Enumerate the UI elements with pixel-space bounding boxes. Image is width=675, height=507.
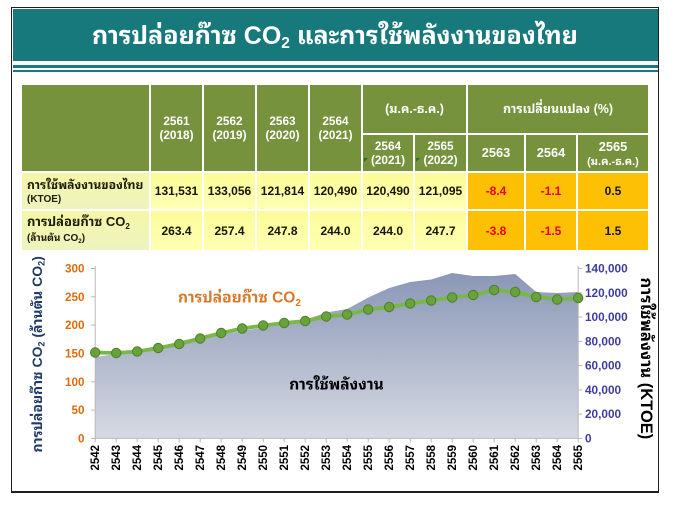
svg-text:2564: 2564	[548, 444, 566, 470]
svg-text:2546: 2546	[170, 445, 188, 471]
svg-text:การใช้พลังงาน: การใช้พลังงาน	[289, 372, 384, 396]
svg-text:2552: 2552	[296, 445, 314, 471]
svg-text:100,000: 100,000	[585, 307, 628, 326]
svg-text:2547: 2547	[191, 445, 209, 471]
svg-text:60,000: 60,000	[585, 356, 622, 375]
svg-text:150: 150	[65, 344, 85, 363]
svg-text:50: 50	[71, 400, 85, 419]
svg-text:2561: 2561	[485, 444, 503, 470]
svg-text:80,000: 80,000	[585, 331, 622, 350]
svg-text:2554: 2554	[338, 444, 356, 470]
svg-text:2542: 2542	[86, 445, 104, 471]
svg-text:2565: 2565	[569, 444, 587, 470]
svg-text:100: 100	[65, 372, 85, 391]
svg-text:250: 250	[65, 287, 85, 306]
svg-text:2551: 2551	[275, 444, 293, 470]
svg-text:การปล่อยก๊าซ CO2: การปล่อยก๊าซ CO2	[178, 285, 301, 311]
svg-text:2548: 2548	[212, 444, 230, 470]
svg-text:2544: 2544	[128, 444, 146, 470]
svg-text:2549: 2549	[233, 445, 251, 471]
svg-text:0: 0	[78, 428, 85, 447]
svg-text:20,000: 20,000	[585, 404, 622, 423]
svg-text:2550: 2550	[254, 445, 272, 471]
svg-text:2553: 2553	[317, 445, 335, 471]
svg-text:2557: 2557	[401, 445, 419, 471]
svg-text:2543: 2543	[107, 445, 125, 471]
svg-text:2558: 2558	[422, 444, 440, 470]
svg-text:2556: 2556	[380, 445, 398, 471]
svg-text:0: 0	[585, 428, 592, 447]
svg-text:2562: 2562	[506, 445, 524, 471]
svg-text:2555: 2555	[359, 444, 377, 470]
svg-text:2563: 2563	[527, 445, 545, 471]
svg-text:2560: 2560	[464, 445, 482, 471]
svg-text:300: 300	[65, 259, 85, 278]
svg-text:2559: 2559	[443, 445, 461, 471]
svg-text:40,000: 40,000	[585, 380, 622, 399]
svg-text:120,000: 120,000	[585, 283, 628, 302]
svg-text:140,000: 140,000	[585, 259, 628, 278]
svg-text:การใช้พลังงาน (KTOE): การใช้พลังงาน (KTOE)	[635, 278, 662, 440]
svg-text:การปล่อยก๊าซ CO2 (ล้านตัน CO2): การปล่อยก๊าซ CO2 (ล้านตัน CO2)	[24, 256, 49, 452]
svg-text:2545: 2545	[149, 444, 167, 470]
svg-text:200: 200	[65, 315, 85, 334]
